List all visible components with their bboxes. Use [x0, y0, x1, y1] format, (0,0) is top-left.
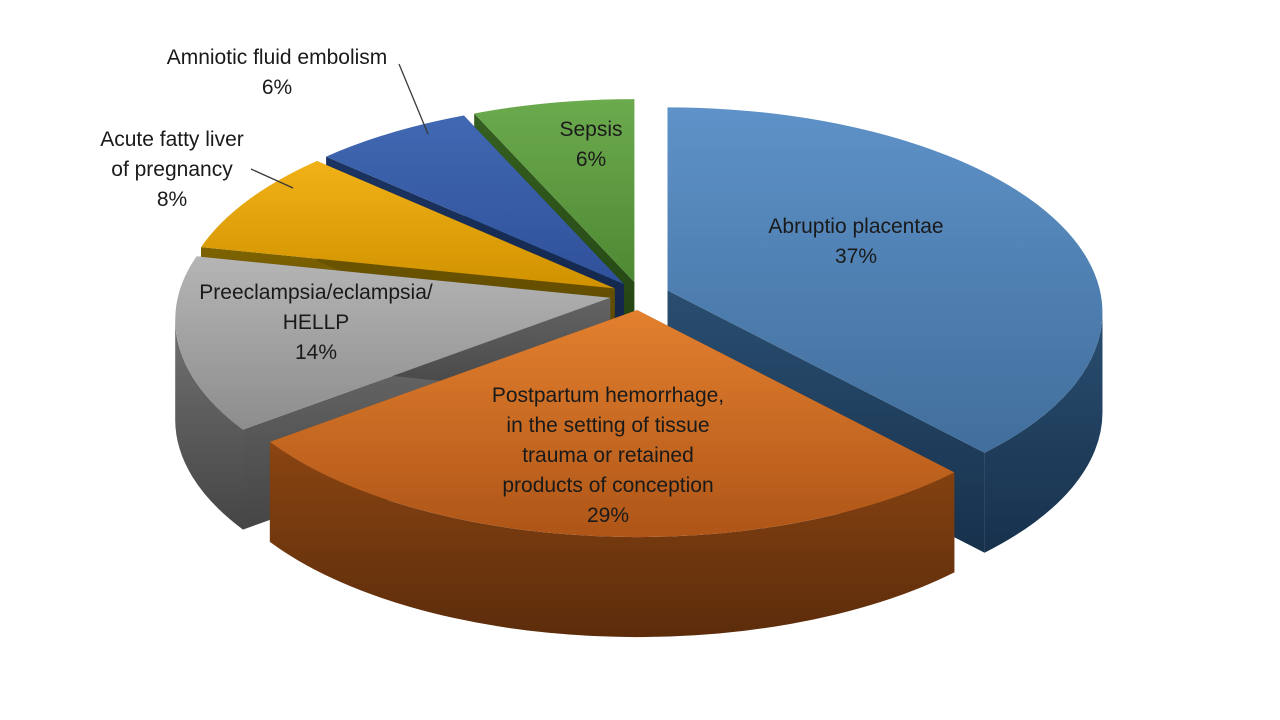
leader-line: [398, 63, 429, 135]
slice-label-amniotic-fluid-embolism: Amniotic fluid embolism 6%: [167, 43, 388, 103]
slice-rim-wall-preeclampsia-eclampsia-hellp: [175, 319, 243, 530]
slice-top-amniotic-fluid-embolism: [326, 115, 624, 285]
slice-label-postpartum-hemorrhage: Postpartum hemorrhage, in the setting of …: [492, 381, 724, 531]
slice-top-acute-fatty-liver: [201, 161, 615, 289]
slice-percent: 29%: [586, 504, 630, 527]
slice-percent: 6%: [261, 76, 293, 99]
pie-slice-postpartum-hemorrhage[interactable]: [269, 310, 955, 638]
slice-top-sepsis: [474, 99, 635, 283]
slice-percent: 8%: [156, 188, 188, 211]
slice-label-line: Amniotic fluid embolism: [166, 46, 388, 69]
slice-percent: 37%: [834, 245, 878, 268]
leader-line: [250, 168, 294, 189]
slice-label-line: Sepsis: [559, 118, 623, 141]
slice-label-line: Postpartum hemorrhage,: [491, 384, 725, 407]
slice-rim-wall-abruptio-placentae: [984, 312, 1103, 553]
slice-label-line: Acute fatty liver: [100, 128, 244, 151]
slice-label-line: Preeclampsia/eclampsia/: [199, 281, 433, 304]
slice-top-preeclampsia-eclampsia-hellp: [175, 256, 611, 430]
slice-label-line: trauma or retained: [522, 444, 694, 467]
slice-percent: 6%: [575, 148, 607, 171]
slice-label-line: in the setting of tissue: [506, 414, 710, 437]
slice-label-preeclampsia-eclampsia-hellp: Preeclampsia/eclampsia/HELLP 14%: [199, 278, 432, 368]
slice-rim-wall-postpartum-hemorrhage: [269, 441, 955, 638]
slice-label-line: of pregnancy: [111, 158, 233, 181]
slice-label-abruptio-placentae: Abruptio placentae 37%: [768, 212, 943, 272]
slice-top-abruptio-placentae: [667, 107, 1103, 453]
slice-label-line: HELLP: [282, 311, 350, 334]
slice-label-line: products of conception: [502, 474, 714, 497]
slice-label-sepsis: Sepsis 6%: [559, 115, 622, 175]
slice-label-line: Abruptio placentae: [768, 215, 944, 238]
slice-percent: 14%: [294, 341, 338, 364]
slice-label-acute-fatty-liver: Acute fatty liver of pregnancy 8%: [100, 125, 244, 215]
slice-top-postpartum-hemorrhage: [269, 310, 955, 538]
